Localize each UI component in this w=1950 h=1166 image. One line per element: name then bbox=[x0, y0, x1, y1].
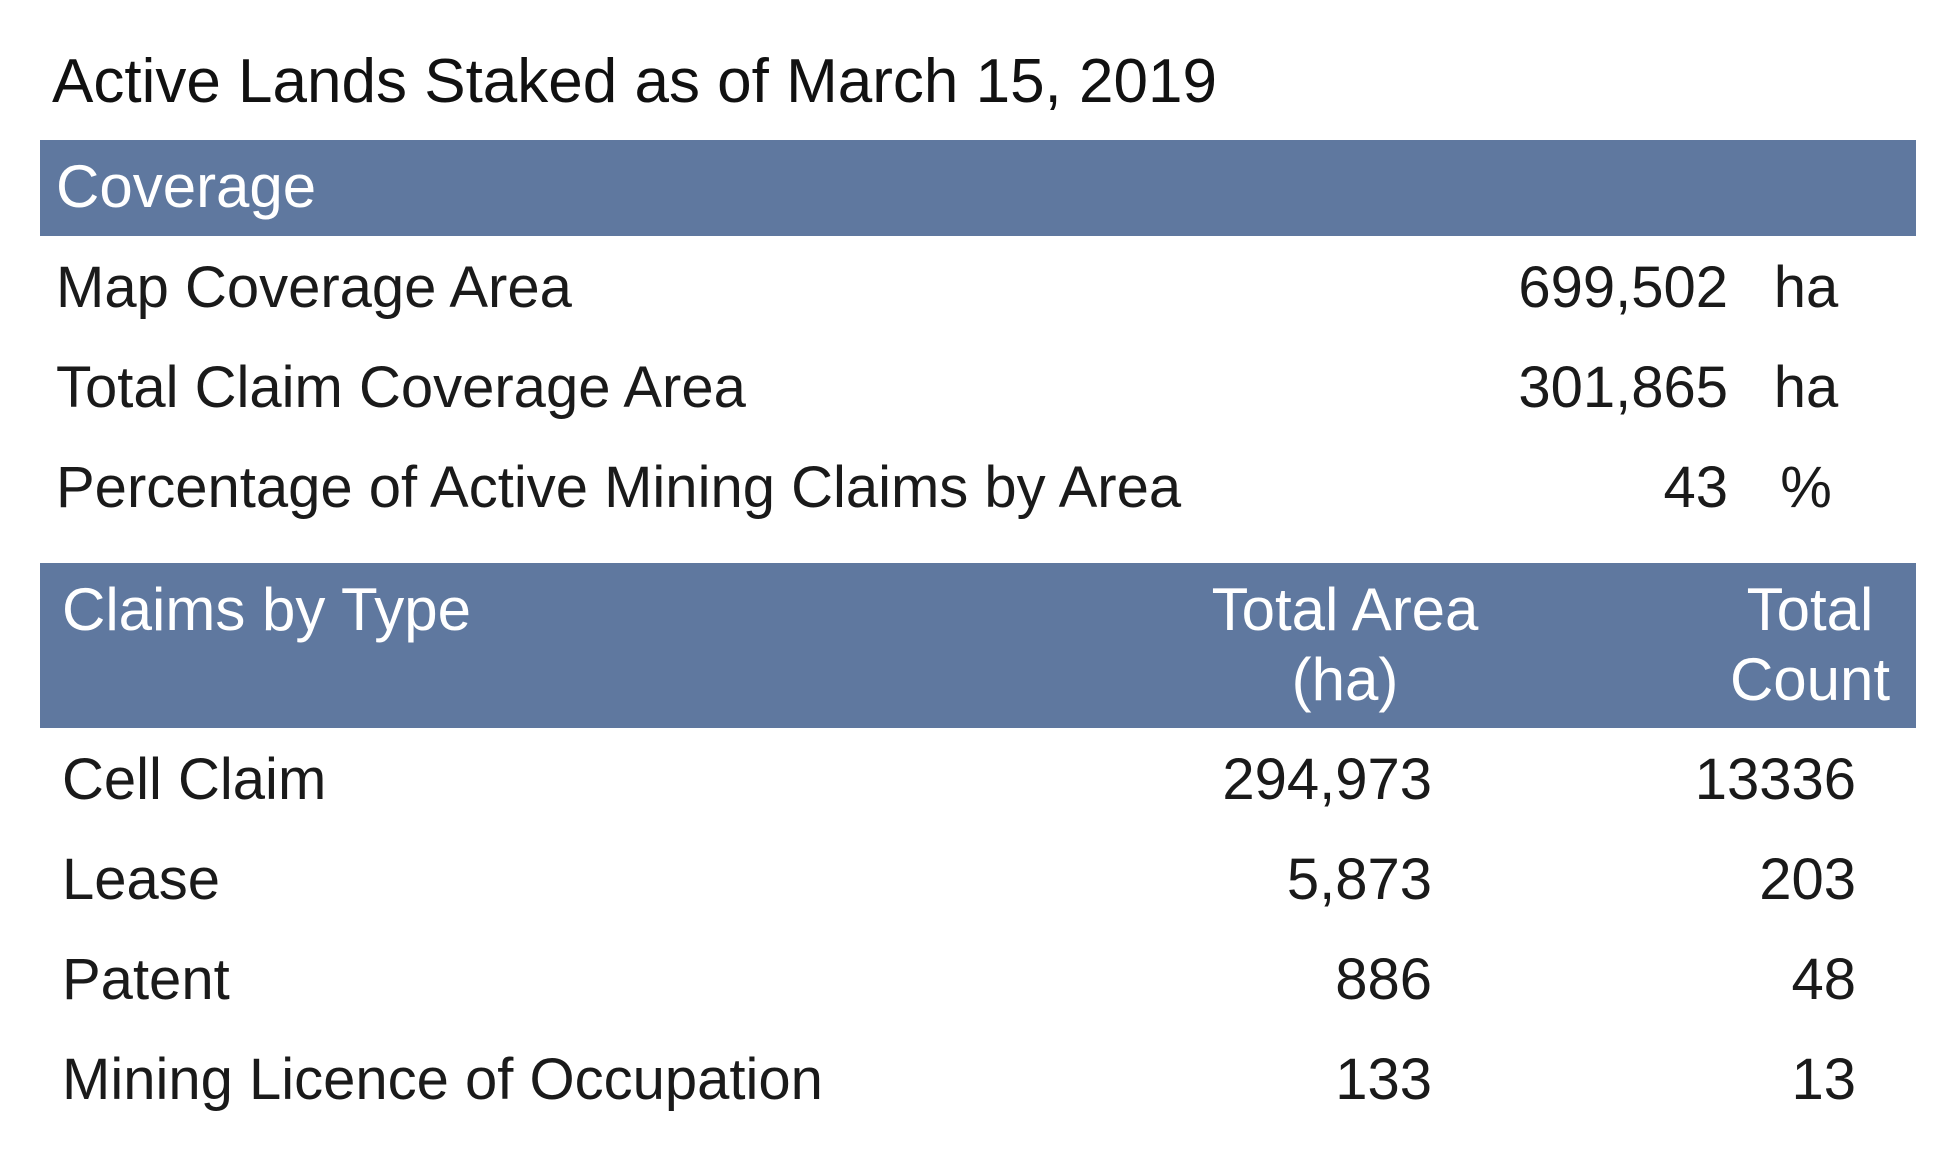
coverage-row-label: Total Claim Coverage Area bbox=[56, 355, 746, 420]
claim-type-count: 13336 bbox=[1694, 747, 1856, 812]
coverage-row-label: Map Coverage Area bbox=[56, 255, 572, 320]
table-row: Patent 886 48 bbox=[62, 930, 1862, 1030]
coverage-row-unit: ha bbox=[1773, 255, 1839, 320]
claim-type-count: 203 bbox=[1759, 847, 1856, 912]
table-row: Cell Claim 294,973 13336 bbox=[62, 730, 1862, 830]
claim-type-area: 294,973 bbox=[1222, 747, 1432, 812]
coverage-row-percentage: Percentage of Active Mining Claims by Ar… bbox=[56, 438, 1856, 538]
coverage-row-claim-area: Total Claim Coverage Area 301,865 ha bbox=[56, 338, 1856, 438]
claim-type-name: Patent bbox=[62, 947, 230, 1012]
coverage-row-unit: ha bbox=[1773, 355, 1839, 420]
total-count-header: Total Count bbox=[1729, 576, 1891, 713]
total-area-header: Total Area (ha) bbox=[1211, 576, 1479, 713]
claim-type-area: 886 bbox=[1335, 947, 1432, 1012]
claim-type-name: Lease bbox=[62, 847, 221, 912]
coverage-heading: Coverage bbox=[56, 153, 317, 220]
claim-type-name: Mining Licence of Occupation bbox=[62, 1047, 823, 1112]
claim-type-count: 48 bbox=[1791, 947, 1856, 1012]
page-title: Active Lands Staked as of March 15, 2019 bbox=[52, 47, 1217, 116]
coverage-row-value: 699,502 bbox=[1518, 255, 1728, 320]
claims-by-type-header: Claims by Type bbox=[62, 576, 472, 643]
claim-type-count: 13 bbox=[1791, 1047, 1856, 1112]
claim-type-area: 133 bbox=[1335, 1047, 1432, 1112]
coverage-row-value: 301,865 bbox=[1518, 355, 1728, 420]
coverage-row-value: 43 bbox=[1663, 455, 1728, 520]
coverage-header-band: Coverage bbox=[40, 140, 1916, 236]
claim-type-name: Cell Claim bbox=[62, 747, 327, 812]
coverage-row-label: Percentage of Active Mining Claims by Ar… bbox=[56, 455, 1182, 520]
claims-header-band: Claims by Type Total Area (ha) Total Cou… bbox=[40, 563, 1916, 728]
table-row: Lease 5,873 203 bbox=[62, 830, 1862, 930]
coverage-row-map-area: Map Coverage Area 699,502 ha bbox=[56, 238, 1856, 338]
claim-type-area: 5,873 bbox=[1286, 847, 1432, 912]
coverage-row-unit: % bbox=[1780, 455, 1832, 520]
table-row: Mining Licence of Occupation 133 13 bbox=[62, 1030, 1862, 1130]
